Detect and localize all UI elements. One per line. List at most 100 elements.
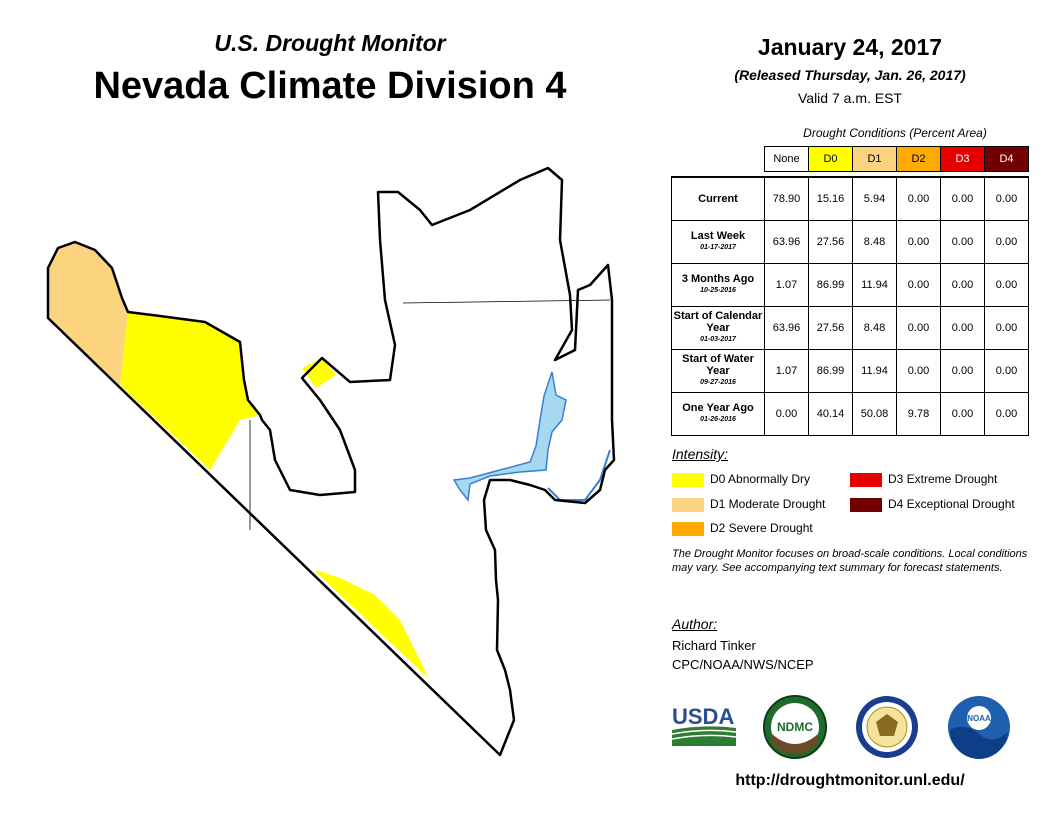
row-label: Start of Calendar Year 01-03-2017 bbox=[671, 306, 765, 350]
legend-swatch-d4 bbox=[850, 497, 882, 512]
county-line bbox=[402, 299, 611, 304]
usda-logo-text: USDA bbox=[672, 704, 734, 729]
noaa-logo-text: NOAA bbox=[967, 714, 991, 723]
table-cell: 50.08 bbox=[852, 392, 897, 436]
legend-label-d0: D0 Abnormally Dry bbox=[710, 472, 811, 486]
table-cell: 0.00 bbox=[984, 263, 1029, 307]
table-cell: 0.00 bbox=[940, 220, 985, 264]
river-water bbox=[547, 449, 611, 501]
author-label: Author: bbox=[672, 616, 718, 632]
legend-title: Intensity: bbox=[672, 446, 729, 462]
table-cell: 0.00 bbox=[940, 263, 985, 307]
drought-map bbox=[46, 166, 616, 757]
legend-item-d2: D2 Severe Drought bbox=[672, 520, 813, 536]
legend-item-d3: D3 Extreme Drought bbox=[850, 471, 997, 487]
table-cell: 0.00 bbox=[896, 176, 941, 221]
author-name: Richard Tinker bbox=[672, 638, 756, 653]
commerce-seal-logo bbox=[856, 696, 918, 758]
table-cell: 86.99 bbox=[808, 349, 853, 393]
row-label-text: Start of Water Year bbox=[682, 353, 754, 377]
legend-label-d3: D3 Extreme Drought bbox=[888, 472, 998, 486]
table-cell: 0.00 bbox=[940, 349, 985, 393]
table-cell: 0.00 bbox=[764, 392, 809, 436]
map-supertitle: U.S. Drought Monitor bbox=[214, 30, 446, 56]
legend-item-d0: D0 Abnormally Dry bbox=[672, 471, 810, 487]
table-cell: 78.90 bbox=[764, 176, 809, 221]
legend-label-d4: D4 Exceptional Drought bbox=[888, 497, 1015, 511]
legend-swatch-d0 bbox=[672, 472, 704, 487]
table-cell: 0.00 bbox=[984, 176, 1029, 221]
table-cell: 1.07 bbox=[764, 349, 809, 393]
row-label-date: 01-26-2016 bbox=[700, 416, 736, 423]
row-label-text: 3 Months Ago bbox=[681, 273, 755, 285]
table-cell: 11.94 bbox=[852, 349, 897, 393]
table-caption: Drought Conditions (Percent Area) bbox=[803, 126, 987, 140]
table-cell: 27.56 bbox=[808, 220, 853, 264]
row-label: Start of Water Year 09-27-2016 bbox=[671, 349, 765, 393]
d0-region-center bbox=[302, 358, 336, 388]
release-date: (Released Thursday, Jan. 26, 2017) bbox=[734, 67, 966, 83]
row-label-text: Start of Calendar Year bbox=[673, 310, 763, 334]
table-cell: 9.78 bbox=[896, 392, 941, 436]
legend-swatch-d3 bbox=[850, 472, 882, 487]
valid-time: Valid 7 a.m. EST bbox=[797, 90, 902, 106]
table-row: 3 Months Ago 10-25-2016 1.07 86.99 11.94 0.00… bbox=[671, 263, 1029, 307]
col-header-d1: D1 bbox=[852, 146, 897, 172]
col-header-d4: D4 bbox=[984, 146, 1029, 172]
table-cell: 0.00 bbox=[896, 349, 941, 393]
legend-label-d2: D2 Severe Drought bbox=[710, 521, 813, 535]
col-header-d2: D2 bbox=[896, 146, 941, 172]
row-label-date: 09-27-2016 bbox=[700, 379, 736, 386]
row-label: 3 Months Ago 10-25-2016 bbox=[671, 263, 765, 307]
d1-region-northwest bbox=[48, 242, 128, 385]
map-title: Nevada Climate Division 4 bbox=[93, 65, 567, 107]
d0-region-south bbox=[316, 570, 428, 678]
table-cell: 8.48 bbox=[852, 306, 897, 350]
row-label-text: Current bbox=[698, 193, 738, 205]
table-cell: 40.14 bbox=[808, 392, 853, 436]
table-row: Start of Calendar Year 01-03-2017 63.96 27.… bbox=[671, 306, 1029, 350]
table-cell: 0.00 bbox=[896, 263, 941, 307]
table-cell: 1.07 bbox=[764, 263, 809, 307]
legend-item-d4: D4 Exceptional Drought bbox=[850, 496, 1015, 512]
drought-conditions-table: None D0 D1 D2 D3 D4 Current 78.90 15.16 5.9… bbox=[671, 146, 1029, 436]
table-cell: 5.94 bbox=[852, 176, 897, 221]
usda-logo: USDA bbox=[671, 704, 737, 746]
table-cell: 0.00 bbox=[984, 220, 1029, 264]
legend-swatch-d1 bbox=[672, 497, 704, 512]
table-cell: 63.96 bbox=[764, 306, 809, 350]
row-label-text: Last Week bbox=[690, 230, 746, 242]
d0-region-northwest bbox=[120, 312, 260, 470]
table-cell: 0.00 bbox=[984, 306, 1029, 350]
author-org: CPC/NOAA/NWS/NCEP bbox=[672, 657, 814, 672]
table-row: Current 78.90 15.16 5.94 0.00 0.00 0.00 bbox=[671, 176, 1029, 221]
legend-item-d1: D1 Moderate Drought bbox=[672, 496, 825, 512]
row-label: One Year Ago 01-26-2016 bbox=[671, 392, 765, 436]
legend-label-d1: D1 Moderate Drought bbox=[710, 497, 826, 511]
table-cell: 0.00 bbox=[984, 349, 1029, 393]
table-cell: 15.16 bbox=[808, 176, 853, 221]
table-row: Start of Water Year 09-27-2016 1.07 86.99 11… bbox=[671, 349, 1029, 393]
legend-swatch-d2 bbox=[672, 521, 704, 536]
ndmc-logo-text: NDMC bbox=[777, 720, 813, 734]
disclaimer-note: The Drought Monitor focuses on broad-sca… bbox=[672, 548, 1028, 574]
lake-water bbox=[452, 371, 567, 502]
division-outline bbox=[46, 166, 616, 757]
table-cell: 0.00 bbox=[940, 176, 985, 221]
map-date: January 24, 2017 bbox=[757, 34, 943, 60]
table-cell: 0.00 bbox=[984, 392, 1029, 436]
row-label-date: 01-03-2017 bbox=[700, 336, 736, 343]
noaa-logo: NOAA bbox=[948, 696, 1010, 759]
table-cell: 86.99 bbox=[808, 263, 853, 307]
table-cell: 11.94 bbox=[852, 263, 897, 307]
table-cell: 8.48 bbox=[852, 220, 897, 264]
ndmc-logo: NDMC bbox=[763, 695, 827, 759]
table-cell: 0.00 bbox=[896, 220, 941, 264]
table-cell: 0.00 bbox=[940, 306, 985, 350]
table-cell: 0.00 bbox=[896, 306, 941, 350]
row-label-date: 01-17-2017 bbox=[700, 244, 736, 251]
table-cell: 0.00 bbox=[940, 392, 985, 436]
website-link[interactable]: http://droughtmonitor.unl.edu/ bbox=[735, 772, 965, 789]
table-cell: 63.96 bbox=[764, 220, 809, 264]
row-label-text: One Year Ago bbox=[682, 402, 754, 414]
